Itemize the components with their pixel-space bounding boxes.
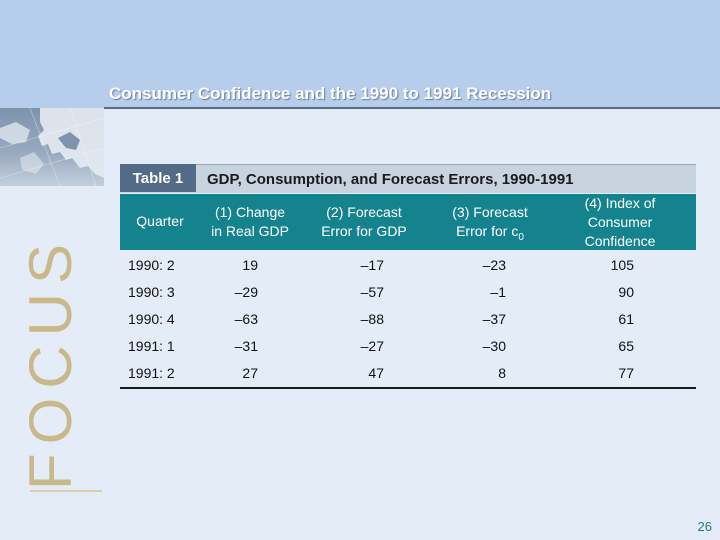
cell-quarter: 1991: 1 [128, 338, 175, 354]
cell-change-real-gdp: –31 [234, 338, 258, 354]
cell-change-real-gdp: 19 [242, 257, 258, 273]
cell-forecast-error-gdp: –88 [360, 311, 384, 327]
table-caption: GDP, Consumption, and Forecast Errors, 1… [207, 171, 574, 188]
focus-underline [30, 490, 102, 492]
table-bottom-rule [120, 387, 696, 389]
slide-title: Consumer Confidence and the 1990 to 1991… [109, 84, 552, 103]
cell-forecast-error-c0: –30 [482, 338, 506, 354]
focus-vertical-word: FOCUS [17, 235, 84, 490]
header-quarter: Quarter [136, 213, 184, 229]
cell-forecast-error-c0: 8 [498, 365, 506, 381]
header-forecast-error-gdp: (2) Forecast Error for GDP [304, 203, 424, 241]
header-col1-line2: in Real GDP [211, 223, 289, 239]
table-header: Quarter (1) Change in Real GDP (2) Forec… [120, 194, 696, 250]
header-forecast-error-c0: (3) Forecast Error for c0 [430, 203, 550, 247]
cell-change-real-gdp: 27 [242, 365, 258, 381]
cell-confidence-index: 90 [618, 284, 634, 300]
header-change-real-gdp: (1) Change in Real GDP [198, 203, 302, 241]
page-number: 26 [697, 519, 712, 534]
header-col4-line2: Consumer [587, 214, 653, 230]
cell-forecast-error-c0: –1 [490, 284, 506, 300]
table-row: 1990: 3 –29 –57 –1 90 [120, 279, 696, 306]
header-col2-line2: Error for GDP [321, 223, 407, 239]
cell-change-real-gdp: –63 [234, 311, 258, 327]
header-col1-line1: (1) Change [214, 204, 286, 220]
cell-change-real-gdp: –29 [234, 284, 258, 300]
table-row: 1990: 2 19 –17 –23 105 [120, 252, 696, 279]
cell-forecast-error-gdp: –27 [360, 338, 384, 354]
header-col3-line2-sub: 0 [518, 231, 524, 243]
header-col4-line3: Confidence [584, 233, 656, 249]
table-row: 1991: 2 27 47 8 77 [120, 360, 696, 387]
map-image [0, 108, 104, 186]
cell-confidence-index: 105 [610, 257, 634, 273]
table-number-label: Table 1 [120, 164, 196, 192]
cell-confidence-index: 77 [618, 365, 634, 381]
cell-quarter: 1990: 2 [128, 257, 175, 273]
top-band [0, 0, 720, 108]
header-col2-line1: (2) Forecast [326, 204, 402, 220]
header-col3-line1: (3) Forecast [452, 204, 528, 220]
table-row: 1990: 4 –63 –88 –37 61 [120, 306, 696, 333]
cell-confidence-index: 61 [618, 311, 634, 327]
table-row: 1991: 1 –31 –27 –30 65 [120, 333, 696, 360]
cell-quarter: 1990: 3 [128, 284, 175, 300]
header-consumer-confidence-index: (4) Index of Consumer Confidence [560, 194, 680, 251]
cell-forecast-error-gdp: 47 [368, 365, 384, 381]
header-col3-line2: Error for c0 [430, 222, 550, 247]
table-title-bar [120, 164, 696, 193]
cell-forecast-error-c0: –23 [482, 257, 506, 273]
cell-confidence-index: 65 [618, 338, 634, 354]
header-col4-line1: (4) Index of [584, 195, 656, 211]
header-col3-line2-main: Error for c [456, 223, 519, 239]
cell-forecast-error-gdp: –57 [360, 284, 384, 300]
title-rule [104, 107, 720, 109]
cell-quarter: 1990: 4 [128, 311, 175, 327]
cell-forecast-error-c0: –37 [482, 311, 506, 327]
cell-quarter: 1991: 2 [128, 365, 175, 381]
map-icon [0, 108, 104, 186]
cell-forecast-error-gdp: –17 [360, 257, 384, 273]
